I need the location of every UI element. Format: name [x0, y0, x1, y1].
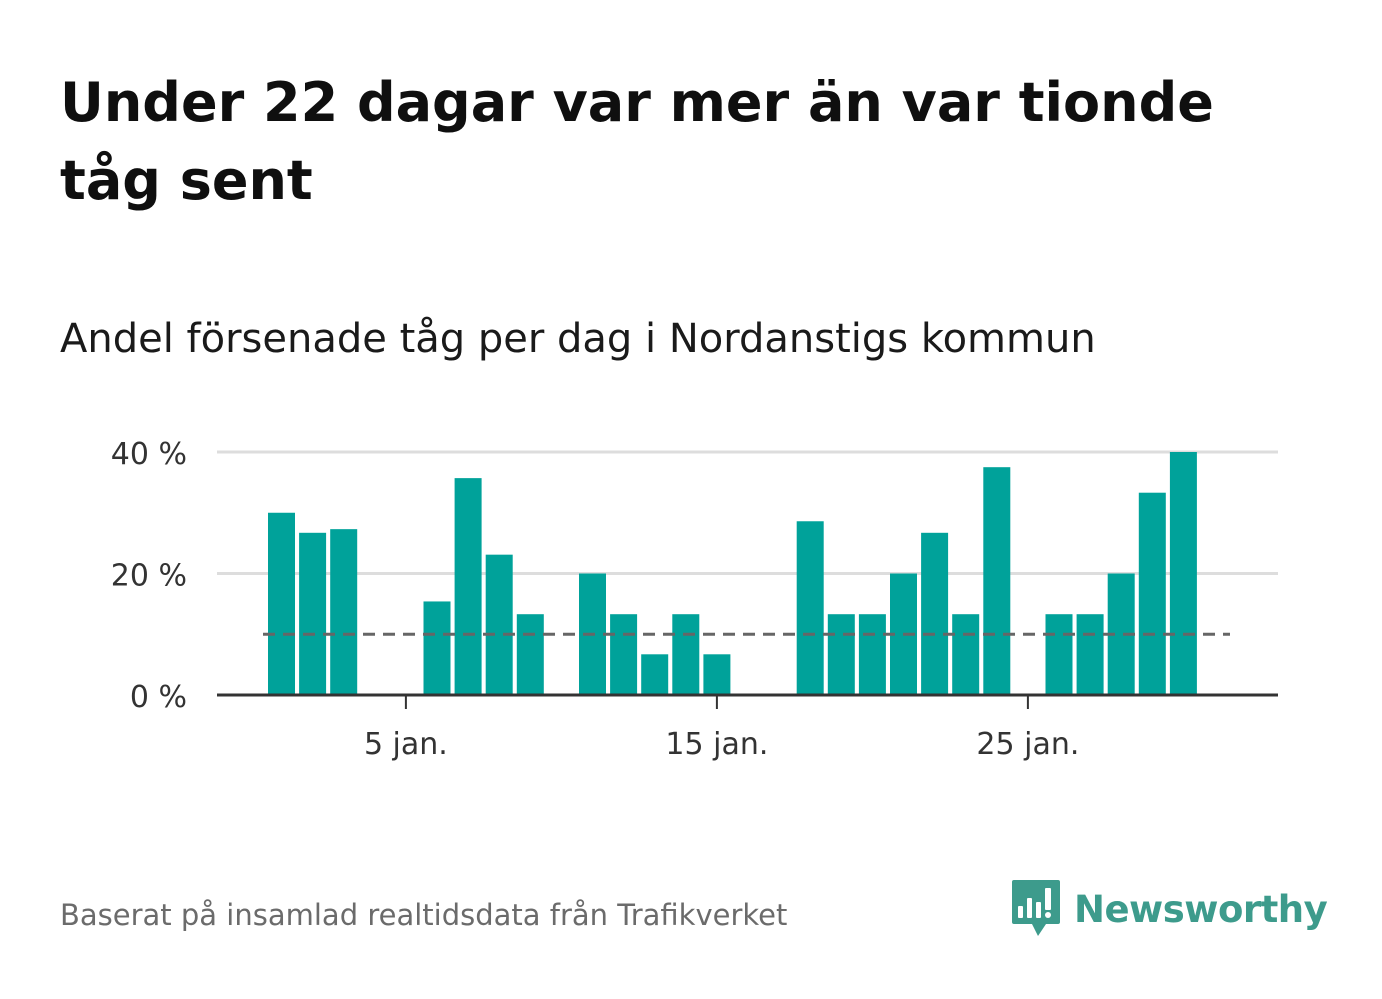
bar [516, 614, 544, 695]
x-tick-label: 15 jan. [665, 727, 768, 762]
x-axis-tick-labels: 5 jan. 15 jan. 25 jan. [364, 727, 1079, 762]
bar [330, 529, 358, 695]
bar [1045, 614, 1073, 695]
bar [827, 614, 855, 695]
newsworthy-bar-chart-speech-bubble-icon [1012, 880, 1060, 936]
bar [610, 614, 638, 695]
bar [952, 614, 980, 695]
bar [485, 554, 513, 695]
y-tick-label: 40 % [111, 437, 187, 472]
x-tick-label: 5 jan. [364, 727, 448, 762]
bar [983, 467, 1011, 695]
y-axis-tick-labels: 0 % 20 % 40 % [111, 437, 187, 715]
bar [1138, 492, 1166, 695]
bar [299, 532, 327, 695]
bars [268, 452, 1197, 695]
bar [1169, 452, 1197, 695]
bar [641, 654, 669, 695]
x-axis [217, 693, 1278, 709]
bar [268, 512, 295, 695]
logo-wordmark: Newsworthy [1074, 887, 1328, 931]
bar [1076, 614, 1104, 695]
x-tick-label: 25 jan. [976, 727, 1079, 762]
newsworthy-logo: Newsworthy [1010, 878, 1328, 940]
bar [921, 532, 949, 695]
bar [454, 478, 482, 695]
chart-subtitle: Andel försenade tåg per dag i Nordanstig… [60, 316, 1096, 362]
source-note: Baserat på insamlad realtidsdata från Tr… [60, 898, 788, 932]
bar [672, 614, 700, 695]
bar-chart: 0 % 20 % 40 % 5 jan. 15 jan. 25 jan. [111, 437, 1278, 762]
bar [423, 601, 451, 695]
bar [858, 614, 886, 695]
grid-lines [217, 450, 1278, 575]
bar [796, 521, 824, 695]
y-tick-label: 20 % [111, 559, 187, 594]
y-tick-label: 0 % [130, 680, 187, 715]
chart-title: Under 22 dagar var mer än var tionde tåg… [60, 71, 1214, 212]
bar [703, 654, 731, 695]
